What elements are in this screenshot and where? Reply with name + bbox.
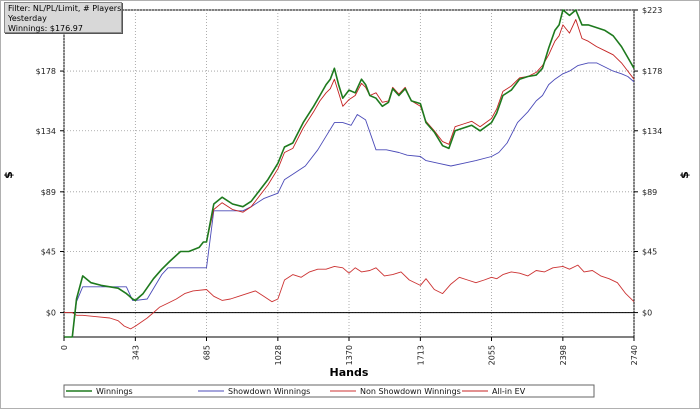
legend: Winnings Showdown Winnings Non Showdown Wi… [63,384,595,398]
x-tick-label: 2055 [488,345,497,365]
x-tick-label: 2398 [559,345,568,365]
series-line-non-showdown-winnings [64,264,635,330]
y-axis-title-right: $ [678,171,691,179]
y-tick-label-right: $223 [642,6,662,15]
x-tick-label: 1028 [274,345,283,365]
legend-label: Winnings [96,387,133,396]
y-tick-label-left: $0 [46,309,56,318]
x-tick-label: 1713 [416,345,425,365]
winnings-summary-text: Winnings: $176.97 [8,24,83,33]
y-tick-label-right: $89 [642,188,657,197]
y-tick-label-left: $89 [41,188,56,197]
x-axis-title: Hands [330,366,369,379]
y-tick-label-left: $178 [36,67,56,76]
legend-label: Showdown Winnings [228,387,310,396]
y-tick-label-left: $45 [41,248,56,257]
legend-box [63,384,595,398]
x-tick-label: 343 [131,345,140,360]
x-tick-label: 1370 [345,345,354,365]
x-tick-label: 2740 [630,345,639,365]
filter-text: Filter: NL/PL/Limit, # Players [8,4,122,13]
series-line-winnings [64,9,635,338]
plot-area [63,9,635,338]
x-tick-label: 685 [203,345,212,360]
filter-info-box: Filter: NL/PL/Limit, # Players Yesterday… [4,2,122,33]
y-tick-label-right: $134 [642,127,662,136]
x-axis-ticks: 0 343 685 1028 1370 1713 2055 2398 2740 [60,337,639,365]
legend-label: All-in EV [492,387,526,396]
y-tick-label-right: $0 [642,309,652,318]
y-tick-label-left: $134 [36,127,56,136]
legend-label: Non Showdown Winnings [360,387,461,396]
y-axis-title-left: $ [2,171,15,179]
y-axis-right-ticks: $0 $45 $89 $134 $178 $223 [634,6,662,318]
y-tick-label-right: $178 [642,67,662,76]
x-tick-label: 0 [60,345,69,350]
series-line-showdown-winnings [64,62,635,338]
series-lines [64,9,635,338]
date-range-text: Yesterday [8,14,47,23]
y-tick-label-right: $45 [642,248,657,257]
